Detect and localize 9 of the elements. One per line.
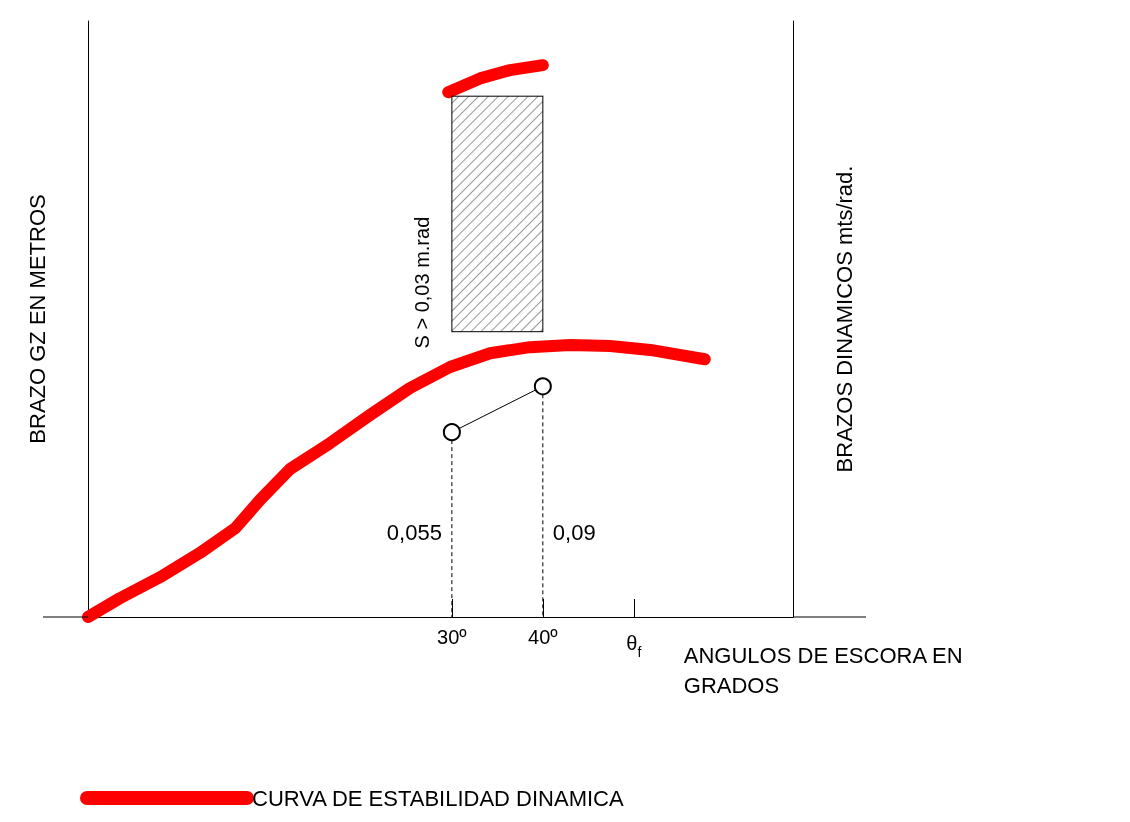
y2-axis-title: BRAZOS DINAMICOS mts/rad. [831, 165, 857, 473]
x-tick-label: 30º [437, 626, 468, 648]
x-axis-title: ANGULOS DE ESCORA EN GRADOS [683, 642, 969, 698]
text: CURVA DE ESTABILIDAD DINAMICA [252, 785, 624, 811]
x-tick-label: 40º [528, 626, 559, 648]
annotation: S > 0,03 m.rad [410, 216, 433, 349]
annotation: 0,055 [386, 519, 442, 545]
annotation: 0,09 [552, 519, 596, 545]
y-axis-title: BRAZO GZ EN METROS [24, 194, 50, 444]
